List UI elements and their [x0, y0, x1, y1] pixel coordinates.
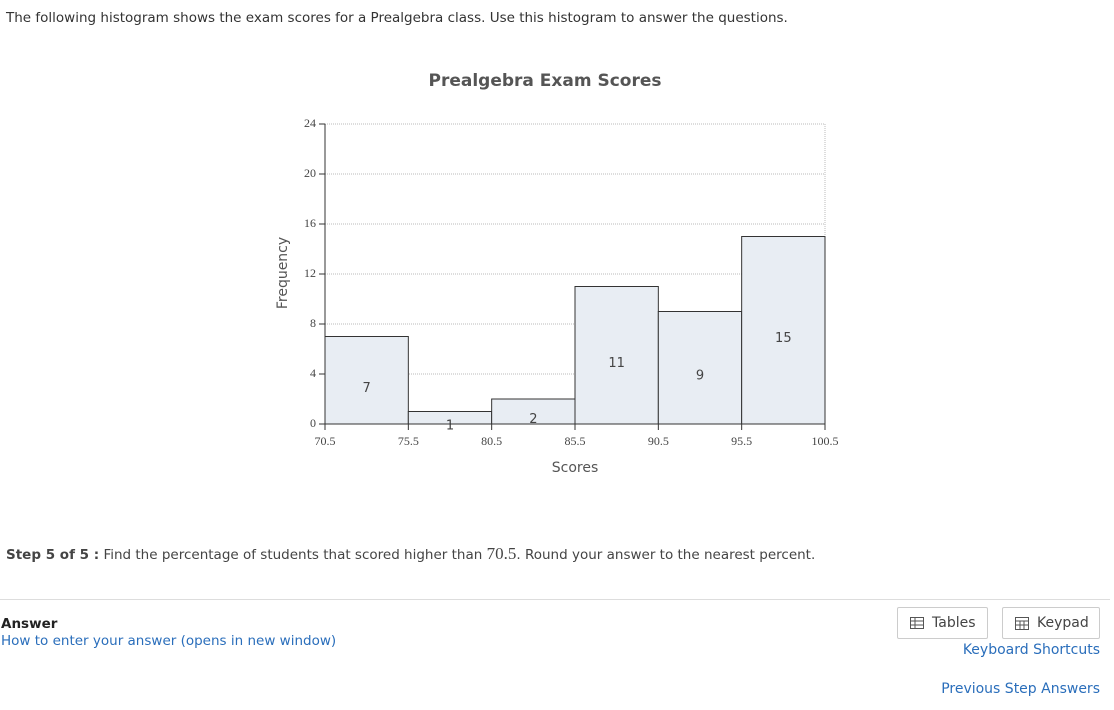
- x-tick-label: 70.5: [315, 434, 336, 448]
- y-tick-label: 4: [310, 366, 316, 380]
- bar: [657, 311, 743, 425]
- data-label: 2: [529, 412, 537, 427]
- x-tick-label: 75.5: [398, 434, 419, 448]
- bar: [741, 236, 826, 425]
- x-tick-label: 100.5: [812, 434, 839, 448]
- tables-button[interactable]: Tables: [897, 607, 988, 639]
- intro-text: The following histogram shows the exam s…: [6, 10, 788, 26]
- x-tick-label: 85.5: [565, 434, 586, 448]
- y-tick-label: 12: [304, 266, 316, 280]
- y-tick-label: 16: [304, 216, 316, 230]
- x-tick-label: 80.5: [481, 434, 502, 448]
- divider: [0, 599, 1110, 600]
- y-axis-label: Frequency: [275, 237, 291, 309]
- keyboard-shortcuts-link[interactable]: Keyboard Shortcuts: [962, 642, 1100, 658]
- button-label: Tables: [932, 615, 976, 631]
- y-tick-label: 0: [310, 416, 316, 430]
- button-label: Keypad: [1037, 615, 1089, 631]
- step-value: 70.5: [486, 544, 517, 563]
- x-axis-label: Scores: [552, 460, 599, 476]
- answer-title: Answer: [1, 616, 58, 632]
- y-tick-label: 20: [304, 166, 316, 180]
- x-tick-label: 95.5: [731, 434, 752, 448]
- keypad-button[interactable]: Keypad: [1002, 607, 1100, 639]
- step-label: Step 5 of 5 :: [6, 547, 100, 563]
- data-label: 1: [446, 418, 454, 433]
- help-link[interactable]: How to enter your answer (opens in new w…: [1, 633, 337, 649]
- step-text: Step 5 of 5 : Find the percentage of stu…: [6, 544, 815, 564]
- previous-answers-link[interactable]: Previous Step Answers: [941, 681, 1100, 697]
- data-label: 15: [775, 331, 792, 346]
- table-icon: [910, 617, 924, 629]
- keypad-icon: [1015, 616, 1029, 630]
- y-tick-label: 24: [304, 116, 316, 130]
- bar: [491, 398, 576, 425]
- data-label: 7: [363, 381, 371, 396]
- chart: Prealgebra Exam Scores Frequency Scores 0 4 8…: [275, 71, 839, 476]
- step-after: . Round your answer to the nearest perce…: [516, 547, 816, 563]
- x-tick-label: 90.5: [648, 434, 669, 448]
- y-tick-label: 8: [310, 316, 316, 330]
- step-before: Find the percentage of students that sco…: [103, 547, 483, 563]
- data-label: 11: [608, 356, 625, 371]
- data-label: 9: [696, 368, 704, 383]
- chart-title: Prealgebra Exam Scores: [428, 71, 661, 91]
